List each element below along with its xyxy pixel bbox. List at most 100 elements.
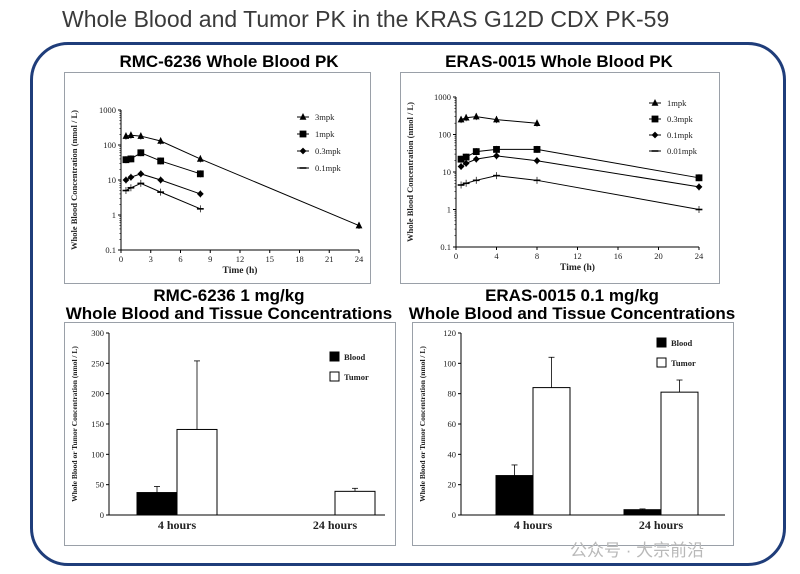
rmc-pk-panel: 0.1 1 10 100 1000 0 3 6 9 12 15 18 21 24 Time (h) Whole… [64,72,371,284]
x-tick-label: 12 [573,251,582,261]
data-point-0.1mpk [493,152,500,160]
data-point-1mpk [137,149,145,157]
bar-tumor [532,387,571,516]
y-tick-label: 1000 [434,92,451,102]
bar-blood [495,475,534,516]
y-tick-label: 100 [91,449,104,459]
bar-blood [136,492,178,516]
legend-label: 0.3mpk [315,146,341,156]
data-point-0.3mpk [196,190,204,198]
rmc-tissue-title-2: Whole Blood and Tissue Concentrations [65,304,393,323]
x-tick-label: 16 [614,251,623,261]
y-tick-label: 0.1 [105,245,116,255]
y-tick-label: 100 [438,130,451,140]
legend-swatch-tumor [656,357,667,368]
legend-swatch-blood [656,337,667,348]
x-tick-label: 3 [149,254,153,264]
category-label: 4 hours [158,518,197,532]
y-tick-label: 1 [447,205,451,215]
x-tick-label: 0 [454,251,458,261]
legend-label: 1mpk [315,129,335,139]
legend-label: 0.3mpk [667,114,693,124]
bar-blood [623,509,662,516]
data-point-0.3mpk [127,173,135,181]
rmc-tissue-panel: 0 50 100 150 200 250 300 Whole Blood or Tumor C… [64,322,396,546]
data-point-0.3mpk [472,148,480,155]
data-point-0.1mpk [457,163,465,170]
eras-tissue-chart: 0 20 40 60 80 100 120 Whole Blood or Tumor Conc… [418,328,725,532]
y-axis-label: Whole Blood or Tumor Concentration (nmol… [418,346,427,502]
data-point-1mpk [472,112,480,120]
y-tick-label: 10 [443,167,452,177]
y-axis-label: Whole Blood Concentration (nmol / L) [405,102,415,242]
data-point-0.3mpk [137,170,145,178]
slide-frame [30,42,786,566]
x-tick-label: 24 [355,254,364,264]
y-tick-label: 200 [91,389,104,399]
legend-label: Tumor [671,358,696,368]
data-point-0.3mpk [157,176,165,184]
y-axis-label: Whole Blood Concentration (nmol / L) [69,110,79,250]
bar-tumor [334,490,376,516]
legend-label: Blood [671,338,693,348]
x-tick-label: 6 [178,254,182,264]
eras-tissue-title-2: Whole Blood and Tissue Concentrations [408,304,736,323]
data-point-0.3mpk [533,146,541,153]
bar-tumor [660,391,699,516]
y-tick-label: 40 [448,449,457,459]
legend-label: 0.1mpk [667,130,693,140]
y-tick-label: 100 [103,140,116,150]
data-point-0.3mpk [493,146,500,153]
watermark: 公众号 · 大宗前沿 [570,541,705,560]
data-point-1mpk [462,113,470,121]
x-tick-label: 24 [695,251,704,261]
y-tick-label: 150 [91,419,104,429]
y-tick-label: 0.1 [440,242,451,252]
y-axis-label: Whole Blood or Tumor Concentration (nmol… [70,346,79,502]
data-point-1mpk [122,156,130,164]
y-tick-label: 300 [91,328,104,338]
eras-tissue-panel: 0 20 40 60 80 100 120 Whole Blood or Tumor Conc… [412,322,734,546]
y-tick-label: 120 [443,328,456,338]
data-point-1mpk [157,157,165,165]
data-point-3mpk [137,132,145,139]
data-point-0.3mpk [695,174,703,182]
x-tick-label: 0 [119,254,123,264]
x-tick-label: 20 [654,251,663,261]
data-point-1mpk [196,170,204,178]
eras-pk-chart: 0.1 1 10 100 1000 0 4 8 12 16 20 24 Time (h) Whole Bl… [405,92,704,273]
category-label: 24 hours [639,518,684,532]
legend-label: 0.1mpk [315,163,341,173]
legend-label: Blood [344,352,366,362]
data-point-3mpk [127,131,135,139]
data-point-3mpk [355,221,363,229]
y-tick-label: 1 [112,210,116,220]
y-tick-label: 10 [108,175,117,185]
x-tick-label: 8 [535,251,539,261]
data-point-0.1mpk [472,155,480,163]
y-tick-label: 250 [91,358,104,368]
data-point-3mpk [157,137,165,144]
bar-tumor [176,428,218,516]
category-label: 4 hours [514,518,553,532]
y-tick-label: 50 [96,480,105,490]
series-line-0.1mpk [125,182,201,210]
y-tick-label: 60 [448,419,457,429]
rmc-pk-chart: 0.1 1 10 100 1000 0 3 6 9 12 15 18 21 24 Time (h) Whole… [69,105,364,276]
rmc-tissue-title-1: RMC-6236 1 mg/kg [153,286,305,305]
eras-pk-panel: 0.1 1 10 100 1000 0 4 8 12 16 20 24 Time (h) Whole Bl… [400,72,720,284]
x-tick-label: 21 [325,254,334,264]
legend-swatch-tumor [329,371,340,382]
legend-label: Tumor [344,372,369,382]
data-point-0.1mpk [533,157,541,165]
data-point-1mpk [127,155,135,163]
x-axis-label: Time (h) [223,265,258,276]
legend-label: 3mpk [315,112,335,122]
data-point-3mpk [122,132,130,139]
data-point-0.3mpk [122,176,130,184]
legend-label: 1mpk [667,98,687,108]
eras-tissue-title-1: ERAS-0015 0.1 mg/kg [485,286,659,305]
data-point-0.3mpk [462,153,470,161]
legend-label: 0.01mpk [667,146,698,156]
legend-marker-1mpk [651,99,659,106]
